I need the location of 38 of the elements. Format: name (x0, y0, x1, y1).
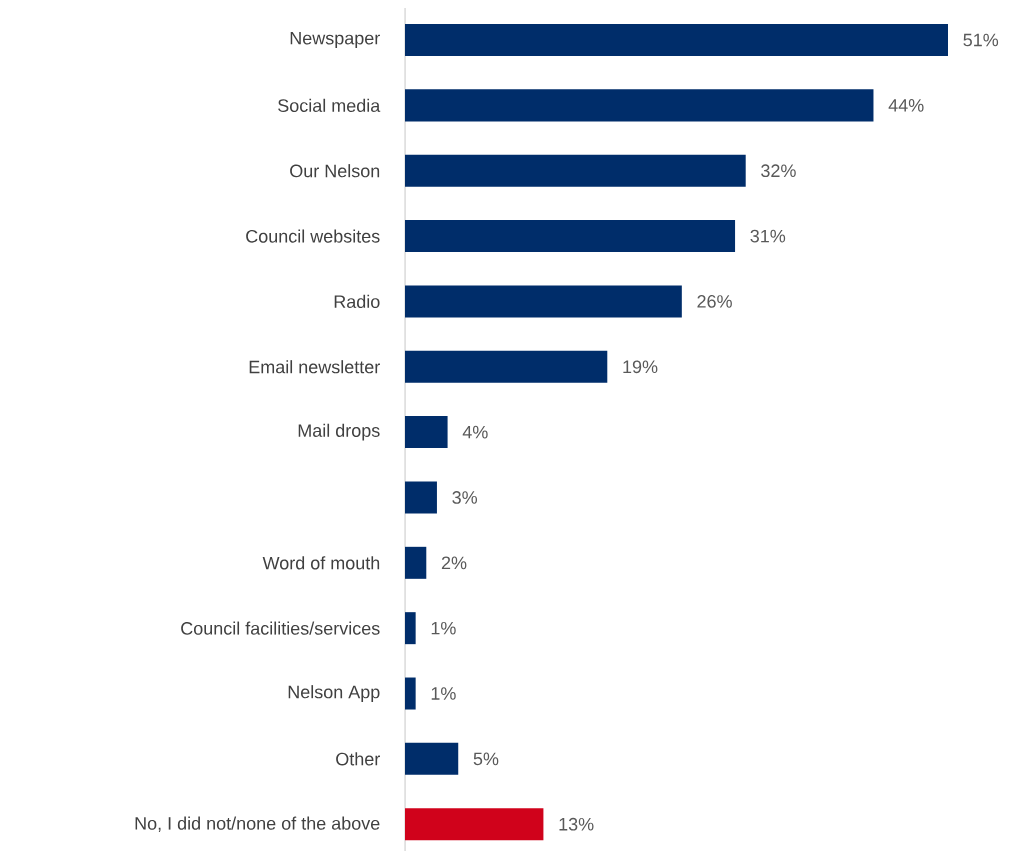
bar (405, 350, 608, 383)
data-label: 26% (697, 295, 732, 308)
data-label: 1% (431, 687, 456, 700)
bar (405, 612, 416, 645)
bar (405, 285, 682, 318)
y-tick-label: Other (336, 752, 380, 766)
y-tick-label: Newspaper (290, 31, 380, 49)
y-tick-label: Council facilities/services (181, 621, 380, 635)
bar (405, 89, 874, 122)
y-tick-label: Social media (278, 98, 381, 112)
bar (405, 24, 948, 57)
y-tick-label: Mail drops (298, 423, 380, 441)
data-label: 1% (431, 621, 456, 635)
data-label: 3% (452, 491, 478, 504)
data-label: 2% (441, 556, 467, 570)
bar (405, 808, 544, 841)
bar (405, 546, 427, 579)
y-tick-label: Council websites (246, 229, 380, 243)
bar (405, 677, 416, 710)
data-label: 5% (473, 752, 499, 766)
y-tick-label: Word of mouth (262, 556, 380, 570)
data-label: 31% (750, 229, 786, 243)
y-tick-label: Our Nelson (290, 164, 380, 178)
y-tick-label: Nelson App (288, 685, 380, 702)
data-label: 51% (963, 33, 999, 47)
data-label: 4% (462, 425, 488, 439)
bar (405, 154, 746, 187)
data-label: 13% (559, 817, 594, 831)
bar (405, 742, 459, 775)
data-label: 44% (888, 99, 924, 112)
bar (405, 416, 448, 449)
y-tick-label: Email newsletter (249, 360, 380, 374)
y-tick-label: Radio (334, 294, 380, 309)
y-tick-label: No, I did not/none of the above (135, 816, 380, 832)
data-label: 19% (623, 360, 658, 374)
data-label: 32% (761, 164, 796, 178)
bar (405, 220, 736, 253)
bar (405, 481, 437, 514)
